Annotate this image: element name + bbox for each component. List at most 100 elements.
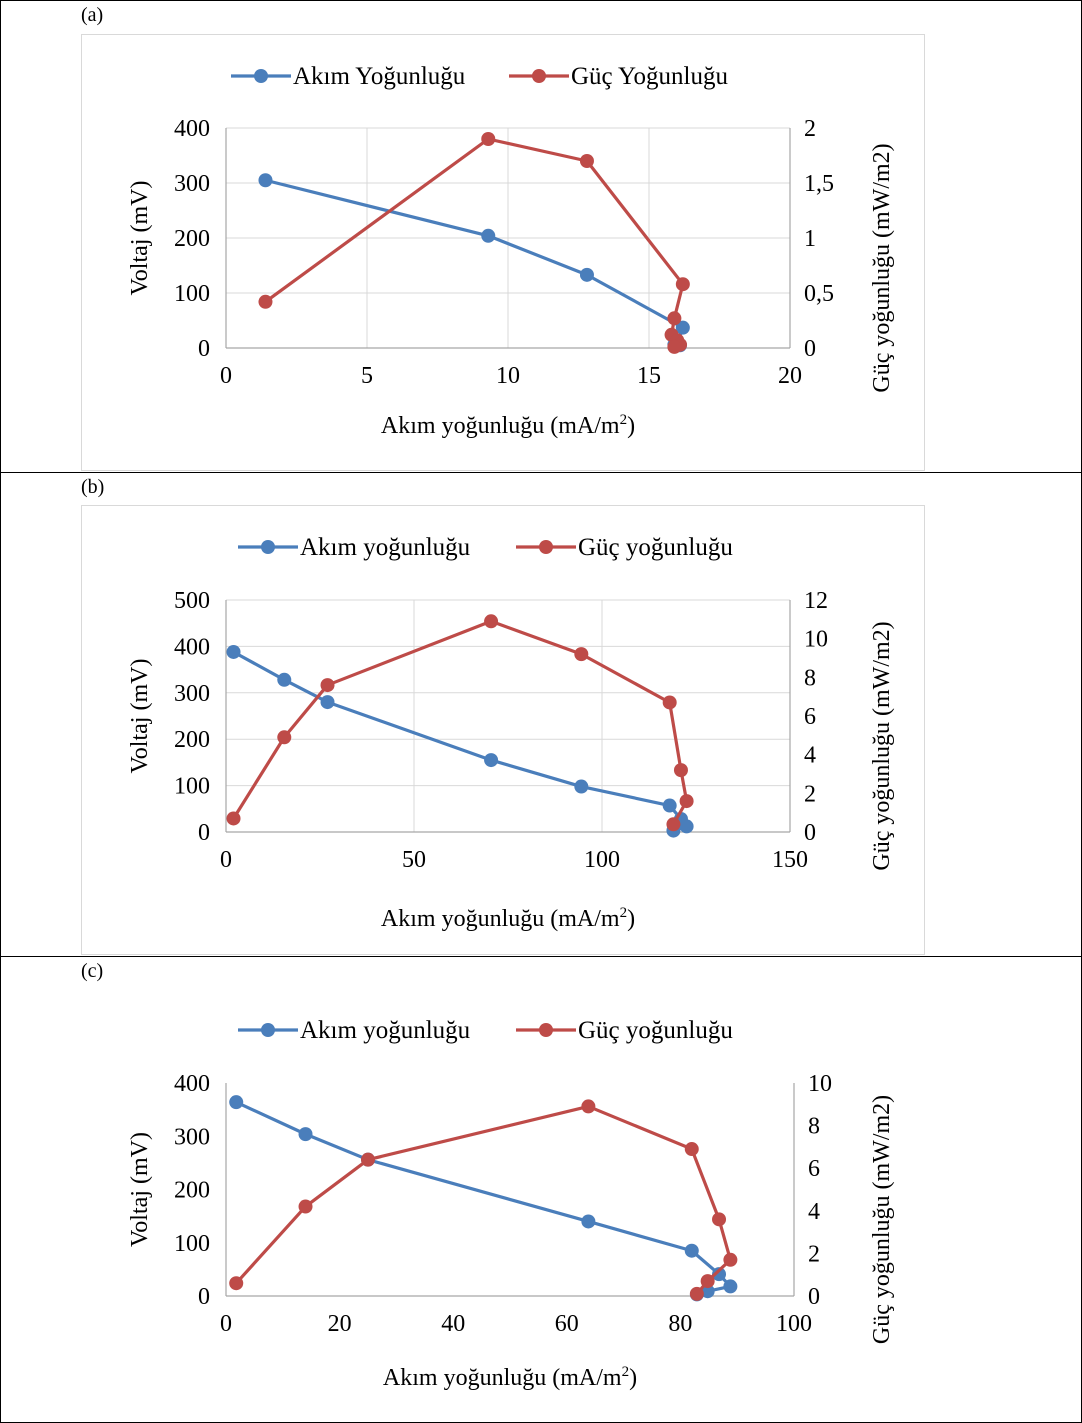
legend-label: Güç Yoğunluğu xyxy=(571,63,728,90)
data-point xyxy=(277,672,292,687)
data-point xyxy=(723,1252,738,1267)
y-tick-label: 300 xyxy=(174,171,210,197)
y2-tick-label: 2 xyxy=(804,116,816,142)
data-point xyxy=(258,173,273,188)
data-point xyxy=(673,763,688,778)
legend-label: Akım yoğunluğu xyxy=(300,1017,471,1044)
legend-marker xyxy=(261,1023,275,1037)
data-point xyxy=(574,647,589,662)
y-axis-title: Voltaj (mV) xyxy=(127,181,153,296)
data-point xyxy=(712,1212,727,1227)
data-point xyxy=(298,1127,313,1142)
legend-label: Güç yoğunluğu xyxy=(578,1017,733,1044)
panel-b: (b) 0 50 100 150 0 100 200 300 400 500 0 2 4 6 8 10 12 Ak… xyxy=(0,473,1082,957)
x-tick-label: 60 xyxy=(555,1311,579,1337)
data-point xyxy=(320,695,335,710)
y2-axis-title: Güç yoğunluğu (mW/m2) xyxy=(869,143,895,392)
data-point xyxy=(581,1214,596,1229)
data-point xyxy=(361,1152,375,1167)
data-point xyxy=(277,730,292,745)
panel-c: (c) 0 20 40 60 80 100 0 100 200 300 400 0 2 4 6 8 10 Akım… xyxy=(0,957,1082,1423)
y-tick-label: 200 xyxy=(174,727,210,753)
y-axis-title: Voltaj (mV) xyxy=(127,1132,153,1247)
data-point xyxy=(484,753,499,768)
series-line-guc xyxy=(264,137,685,349)
y-tick-label: 200 xyxy=(174,226,210,252)
data-point xyxy=(675,320,690,335)
y2-tick-label: 8 xyxy=(808,1114,820,1140)
x-tick-label: 40 xyxy=(441,1311,465,1337)
data-point xyxy=(258,294,273,309)
y2-tick-label: 8 xyxy=(804,665,816,691)
y-axis-title: Voltaj (mV) xyxy=(127,659,153,774)
data-point xyxy=(484,614,499,629)
data-point xyxy=(229,1095,244,1110)
y2-axis-title: Güç yoğunluğu (mW/m2) xyxy=(869,621,895,870)
data-point xyxy=(481,228,496,243)
y2-tick-label: 6 xyxy=(804,704,816,730)
data-point xyxy=(689,1286,704,1301)
y-tick-label: 100 xyxy=(174,1231,210,1257)
data-point xyxy=(723,1279,738,1294)
legend-marker xyxy=(532,69,546,83)
y2-tick-label: 2 xyxy=(808,1241,820,1267)
legend-label: Güç yoğunluğu xyxy=(578,534,733,561)
legend-marker xyxy=(539,540,553,554)
data-point xyxy=(581,1099,596,1114)
data-point xyxy=(679,819,694,834)
legend-marker xyxy=(539,1023,553,1037)
y-tick-label: 0 xyxy=(198,1284,210,1310)
x-tick-label: 80 xyxy=(668,1311,692,1337)
x-tick-label: 0 xyxy=(220,363,232,389)
data-point xyxy=(712,1267,727,1282)
data-point xyxy=(667,339,682,354)
y2-tick-label: 1,5 xyxy=(804,171,834,197)
y-tick-label: 100 xyxy=(174,774,210,800)
y-tick-label: 500 xyxy=(174,588,210,614)
x-tick-label: 10 xyxy=(496,363,520,389)
data-point xyxy=(667,311,682,326)
data-point xyxy=(662,798,677,813)
x-axis-title: Akım yoğunluğu (mA/m2) xyxy=(383,1364,637,1391)
data-point xyxy=(700,1274,715,1289)
y2-tick-label: 10 xyxy=(804,627,828,653)
x-tick-label: 20 xyxy=(778,363,802,389)
x-tick-label: 0 xyxy=(220,847,232,873)
y-tick-label: 0 xyxy=(198,336,210,362)
y2-tick-label: 0 xyxy=(804,820,816,846)
chart-frame-a xyxy=(81,34,925,471)
x-tick-label: 50 xyxy=(402,847,426,873)
y2-tick-label: 12 xyxy=(804,588,828,614)
y-tick-label: 200 xyxy=(174,1178,210,1204)
data-point xyxy=(666,817,681,832)
data-point xyxy=(684,1142,699,1157)
data-point xyxy=(662,695,677,710)
data-point xyxy=(679,794,694,809)
y-tick-label: 100 xyxy=(174,281,210,307)
legend-label: Akım Yoğunluğu xyxy=(293,63,466,90)
x-tick-label: 0 xyxy=(220,1311,232,1337)
data-point xyxy=(298,1199,313,1214)
data-point xyxy=(481,132,496,146)
x-tick-label: 20 xyxy=(328,1311,352,1337)
y2-axis-title: Güç yoğunluğu (mW/m2) xyxy=(869,1095,895,1344)
y-tick-label: 300 xyxy=(174,681,210,707)
legend-marker xyxy=(254,69,268,83)
data-point xyxy=(579,154,594,168)
legend-label: Akım yoğunluğu xyxy=(300,534,471,561)
y2-tick-label: 10 xyxy=(808,1071,832,1097)
y2-tick-label: 4 xyxy=(804,743,816,769)
data-point xyxy=(229,1276,244,1291)
y-tick-label: 400 xyxy=(174,634,210,660)
y2-tick-label: 2 xyxy=(804,781,816,807)
y2-tick-label: 4 xyxy=(808,1199,820,1225)
y2-tick-label: 1 xyxy=(804,226,816,252)
data-point xyxy=(684,1243,699,1258)
series-line-akim xyxy=(232,650,689,833)
legend-marker xyxy=(261,540,275,554)
data-point xyxy=(226,811,241,826)
y-tick-label: 0 xyxy=(198,820,210,846)
chart-frame-b xyxy=(81,505,925,955)
data-point xyxy=(675,277,690,292)
